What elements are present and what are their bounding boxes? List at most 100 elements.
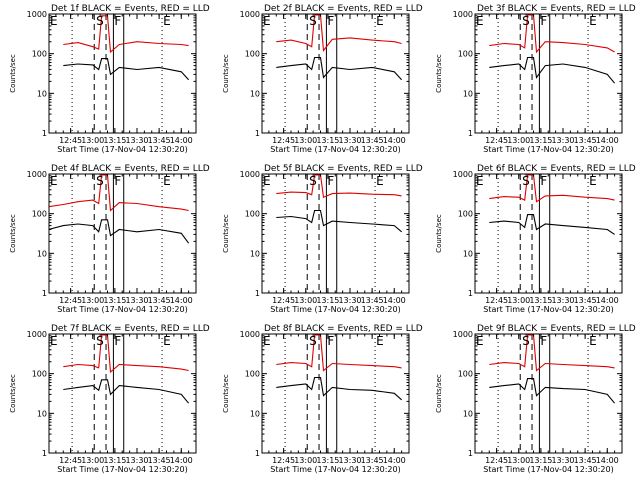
series-line-lld: [489, 334, 615, 372]
x-tick-label: 13:45: [361, 456, 384, 465]
marker-e-right: E: [163, 14, 171, 28]
panel-title: Det 5f BLACK = Events, RED = LLD: [264, 164, 423, 174]
y-tick-label: 1: [42, 129, 47, 138]
y-tick-label: 10: [463, 409, 473, 418]
x-axis-label: Start Time (17-Nov-04 12:30:20): [270, 145, 400, 154]
marker-e-left: E: [476, 334, 484, 348]
x-tick-label: 12:45: [59, 456, 82, 465]
series-line-lld: [63, 334, 189, 374]
y-tick-label: 10: [250, 89, 260, 98]
x-tick-label: 13:00: [507, 456, 530, 465]
y-tick-label: 100: [245, 210, 260, 219]
x-tick-label: 13:15: [103, 136, 126, 145]
marker-e-left: E: [263, 174, 271, 188]
x-tick-label: 13:15: [103, 296, 126, 305]
y-axis-label: Counts/sec: [435, 54, 443, 93]
panel-title: Det 9f BLACK = Events, RED = LLD: [477, 324, 636, 334]
x-tick-label: 14:00: [383, 296, 406, 305]
x-tick-label: 14:00: [170, 136, 193, 145]
marker-e-right: E: [589, 174, 597, 188]
x-tick-label: 14:00: [596, 136, 619, 145]
y-axis-label: Counts/sec: [222, 374, 230, 413]
x-tick-label: 13:30: [551, 296, 574, 305]
x-tick-label: 14:00: [596, 456, 619, 465]
x-tick-label: 13:45: [148, 456, 171, 465]
y-tick-label: 1000: [27, 330, 47, 339]
x-tick-label: 13:00: [81, 296, 104, 305]
x-tick-label: 13:00: [294, 456, 317, 465]
x-tick-label: 13:15: [103, 456, 126, 465]
x-tick-label: 13:15: [316, 296, 339, 305]
x-tick-label: 13:30: [125, 296, 148, 305]
x-tick-label: 13:45: [361, 296, 384, 305]
marker-e-left: E: [263, 14, 271, 28]
marker-f: F: [327, 334, 334, 348]
marker-s: S: [96, 334, 104, 348]
marker-s: S: [309, 14, 317, 28]
x-tick-label: 13:15: [529, 296, 552, 305]
series-line-events: [489, 214, 615, 235]
x-tick-label: 14:00: [170, 296, 193, 305]
x-tick-label: 12:45: [272, 136, 295, 145]
series-line-lld: [63, 15, 189, 54]
x-tick-label: 12:45: [485, 296, 508, 305]
y-tick-label: 100: [245, 370, 260, 379]
marker-e-left: E: [263, 334, 271, 348]
series-line-events: [489, 56, 616, 84]
marker-f: F: [327, 14, 334, 28]
y-tick-label: 1000: [240, 170, 260, 179]
x-tick-label: 12:45: [272, 296, 295, 305]
x-tick-label: 13:00: [507, 136, 530, 145]
marker-e-right: E: [376, 14, 384, 28]
series-line-events: [276, 56, 403, 81]
y-tick-label: 1000: [453, 330, 473, 339]
marker-e-right: E: [376, 334, 384, 348]
y-tick-label: 100: [458, 210, 473, 219]
x-tick-label: 13:15: [316, 136, 339, 145]
y-axis-label: Counts/sec: [9, 214, 17, 253]
y-tick-label: 1000: [453, 10, 473, 19]
y-tick-label: 1: [42, 289, 47, 298]
y-axis-label: Counts/sec: [9, 374, 17, 413]
marker-e-left: E: [50, 14, 58, 28]
marker-e-left: E: [476, 174, 484, 188]
y-tick-label: 1000: [27, 170, 47, 179]
marker-f: F: [114, 334, 121, 348]
x-tick-label: 13:00: [81, 456, 104, 465]
x-axis-label: Start Time (17-Nov-04 12:30:20): [57, 145, 187, 154]
marker-s: S: [309, 174, 317, 188]
series-line-events: [63, 379, 190, 404]
y-tick-label: 1000: [27, 10, 47, 19]
x-tick-label: 13:00: [294, 136, 317, 145]
y-tick-label: 10: [37, 249, 47, 258]
y-tick-label: 100: [458, 50, 473, 59]
y-tick-label: 1: [468, 289, 473, 298]
y-tick-label: 100: [32, 210, 47, 219]
y-tick-label: 1000: [240, 330, 260, 339]
x-tick-label: 14:00: [170, 456, 193, 465]
marker-e-right: E: [376, 174, 384, 188]
y-tick-label: 100: [32, 50, 47, 59]
series-line-events: [63, 58, 190, 81]
x-tick-label: 13:45: [574, 456, 597, 465]
x-tick-label: 12:45: [272, 456, 295, 465]
y-tick-label: 10: [250, 409, 260, 418]
series-line-lld: [276, 14, 402, 52]
series-line-events: [48, 219, 190, 244]
x-tick-label: 14:00: [596, 296, 619, 305]
y-tick-label: 1: [255, 129, 260, 138]
y-tick-label: 10: [463, 89, 473, 98]
panel-title: Det 1f BLACK = Events, RED = LLD: [51, 4, 210, 14]
y-axis-label: Counts/sec: [435, 214, 443, 253]
x-tick-label: 12:45: [59, 136, 82, 145]
marker-e-left: E: [50, 334, 58, 348]
marker-e-right: E: [163, 174, 171, 188]
marker-f: F: [114, 14, 121, 28]
